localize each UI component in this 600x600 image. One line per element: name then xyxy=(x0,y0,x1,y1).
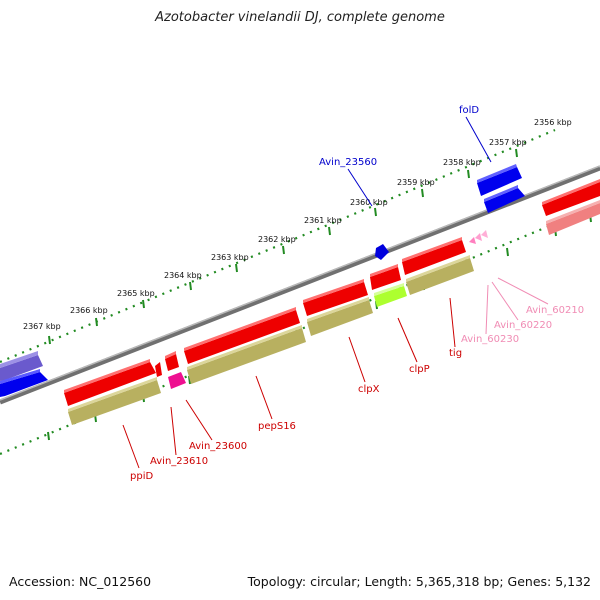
kbp-labels: 2356 kbp 2357 kbp 2358 kbp 2359 kbp 2360 kbp… xyxy=(23,118,572,331)
outer-major-tick xyxy=(48,335,51,345)
leader-avin-60210 xyxy=(497,277,549,305)
leader-avin-60220 xyxy=(491,281,519,321)
kbp-label: 2361 kbp xyxy=(304,216,342,225)
cds-ppid xyxy=(68,377,161,425)
leader-clpx xyxy=(348,336,366,383)
gene-left-blue xyxy=(0,372,48,397)
accession-label: Accession: NC_012560 xyxy=(9,574,152,589)
gene-right-salmon xyxy=(546,200,600,235)
gene-label: folD xyxy=(459,105,479,116)
gene-label: Avin_23600 xyxy=(189,441,247,452)
gene-label: Avin_60210 xyxy=(526,305,584,316)
gene-avin-23610 xyxy=(168,372,186,389)
kbp-label: 2360 kbp xyxy=(350,198,388,207)
gene-left-blue-top xyxy=(0,369,40,384)
gene-avin-23560 xyxy=(375,244,389,260)
outer-major-tick xyxy=(467,169,470,179)
outer-major-tick xyxy=(328,226,331,236)
gene-fold-upper-top xyxy=(477,164,517,183)
gene-label: Avin_23610 xyxy=(150,456,208,467)
outer-major-tick xyxy=(235,263,238,273)
cds-peps16 xyxy=(187,325,306,384)
outer-major-tick xyxy=(515,148,518,158)
leader-clpp xyxy=(397,317,418,363)
kbp-label: 2358 kbp xyxy=(443,158,481,167)
leader-avin-60230 xyxy=(485,284,489,335)
gene-label: clpP xyxy=(409,364,430,375)
gene-label: clpX xyxy=(358,384,380,395)
kbp-label: 2359 kbp xyxy=(397,178,435,187)
gene-right-red xyxy=(542,179,600,216)
outer-major-tick xyxy=(374,207,377,217)
kbp-label: 2365 kbp xyxy=(117,289,155,298)
gene-fold-upper xyxy=(477,167,522,196)
gene-clpx xyxy=(303,279,368,316)
reverse-strand-genes xyxy=(0,164,525,397)
gene-tig xyxy=(402,237,466,275)
gene-label: Avin_60220 xyxy=(494,320,552,331)
label-leader-lines xyxy=(122,116,549,469)
outer-major-tick xyxy=(95,317,98,327)
gene-label: Avin_23560 xyxy=(319,157,377,168)
outer-major-tick xyxy=(421,188,424,198)
gene-label: tig xyxy=(449,348,462,359)
outer-major-tick xyxy=(282,245,285,255)
leader-tig xyxy=(449,297,456,348)
gene-clpp xyxy=(370,264,401,290)
outer-major-tick xyxy=(142,299,145,309)
gene-label: pepS16 xyxy=(258,421,296,432)
cds-clpp xyxy=(374,283,407,307)
gene-left-lavender xyxy=(0,355,43,381)
gene-avin-23600 xyxy=(165,351,179,371)
gene-avin-60230 xyxy=(469,230,488,244)
gene-label: Avin_60230 xyxy=(461,334,519,345)
leader-peps16 xyxy=(255,375,273,420)
gene-fold-lower-top xyxy=(484,185,518,202)
kbp-label: 2366 kbp xyxy=(70,306,108,315)
cds-features xyxy=(68,255,474,425)
kbp-label: 2367 kbp xyxy=(23,322,61,331)
gene-peps16 xyxy=(184,307,300,364)
leader-avin-23560 xyxy=(347,168,373,207)
kbp-label: 2356 kbp xyxy=(534,118,572,127)
leader-ppid xyxy=(122,424,140,469)
map-title: Azotobacter vinelandii DJ, complete geno… xyxy=(155,10,445,25)
kbp-label: 2363 kbp xyxy=(211,253,249,262)
cds-tig xyxy=(406,255,474,295)
inner-major-tick xyxy=(506,247,509,257)
leader-fold xyxy=(465,116,492,163)
leader-avin-23600 xyxy=(185,399,213,441)
forward-strand-genes xyxy=(64,179,600,406)
cds-clpx xyxy=(307,297,373,336)
kbp-label: 2364 kbp xyxy=(164,271,202,280)
outer-major-ticks xyxy=(48,148,518,345)
kbp-label: 2357 kbp xyxy=(489,138,527,147)
gene-left-lavender-top xyxy=(0,351,38,368)
gene-ppid xyxy=(64,359,156,406)
leader-avin-23610 xyxy=(170,406,177,456)
gene-fold-lower xyxy=(484,188,525,213)
outer-major-tick xyxy=(189,281,192,291)
topology-summary: Topology: circular; Length: 5,365,318 bp… xyxy=(247,574,591,589)
gene-labels: folD Avin_23560 Avin_60210 Avin_60220 Avin_6… xyxy=(130,105,584,482)
gene-small-arrow xyxy=(155,362,162,377)
gene-label: ppiD xyxy=(130,471,153,482)
kbp-label: 2362 kbp xyxy=(258,235,296,244)
inner-major-tick xyxy=(47,431,50,441)
